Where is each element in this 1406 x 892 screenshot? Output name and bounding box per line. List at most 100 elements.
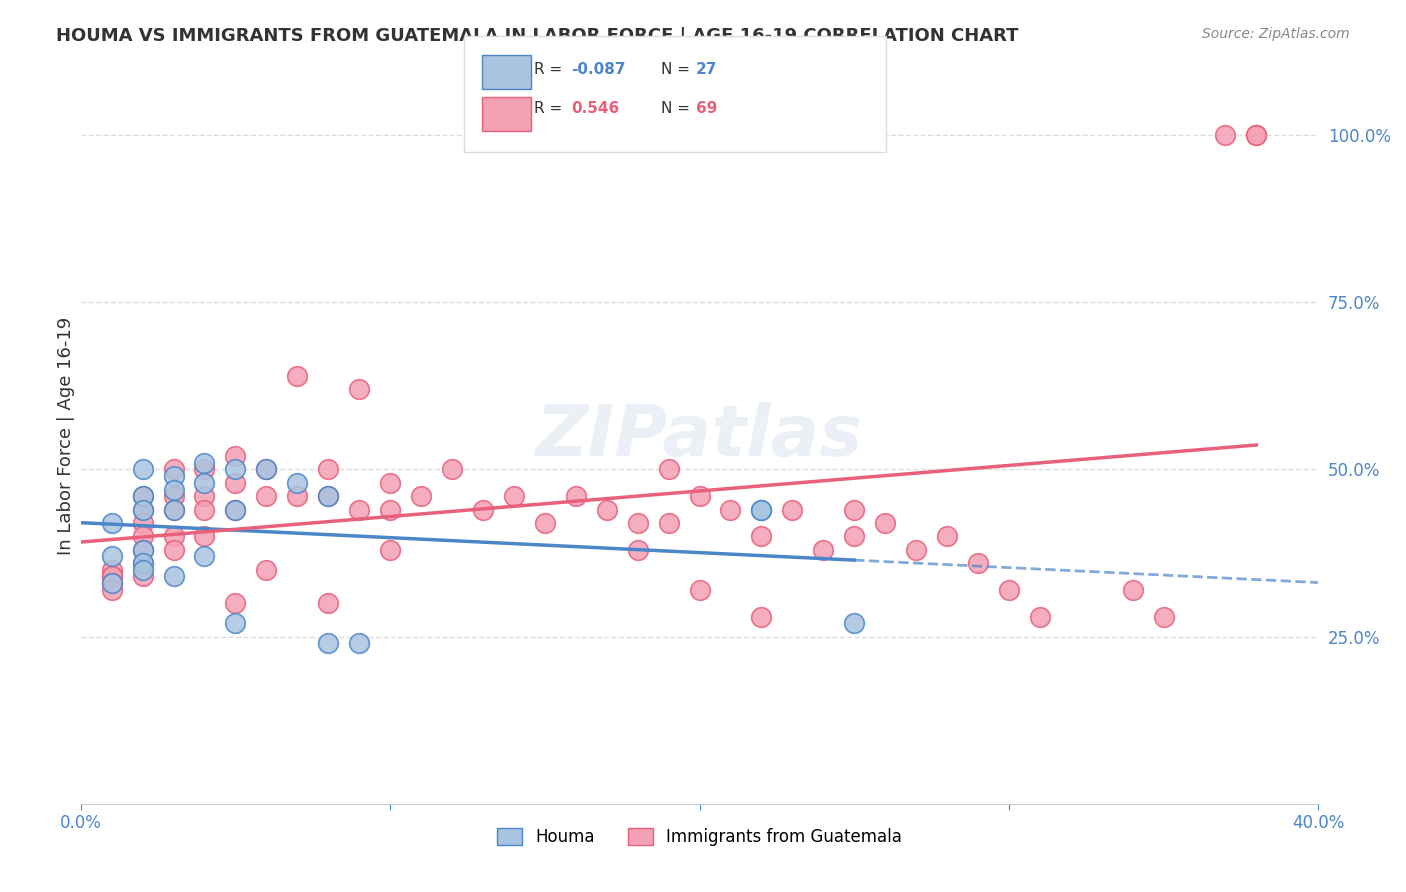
- Point: [658, 462, 681, 476]
- Point: [751, 609, 773, 624]
- Point: [100, 549, 122, 564]
- Point: [502, 489, 524, 503]
- Point: [100, 582, 122, 597]
- Point: [627, 542, 650, 557]
- Point: [100, 569, 122, 583]
- Point: [1122, 582, 1144, 597]
- Point: [316, 462, 339, 476]
- Point: [193, 529, 215, 543]
- Point: [162, 529, 184, 543]
- Point: [162, 502, 184, 516]
- Point: [193, 549, 215, 564]
- Text: Source: ZipAtlas.com: Source: ZipAtlas.com: [1202, 27, 1350, 41]
- Point: [751, 502, 773, 516]
- Point: [193, 475, 215, 490]
- Point: [193, 502, 215, 516]
- Point: [1246, 128, 1268, 143]
- Point: [224, 502, 246, 516]
- Point: [316, 489, 339, 503]
- Point: [316, 596, 339, 610]
- Point: [193, 462, 215, 476]
- Point: [596, 502, 619, 516]
- Point: [100, 569, 122, 583]
- Point: [100, 516, 122, 530]
- Point: [627, 516, 650, 530]
- Point: [131, 489, 153, 503]
- Point: [162, 483, 184, 497]
- Point: [347, 502, 370, 516]
- Point: [131, 556, 153, 570]
- Text: HOUMA VS IMMIGRANTS FROM GUATEMALA IN LABOR FORCE | AGE 16-19 CORRELATION CHART: HOUMA VS IMMIGRANTS FROM GUATEMALA IN LA…: [56, 27, 1019, 45]
- Text: N =: N =: [661, 62, 695, 77]
- Point: [689, 489, 711, 503]
- Point: [347, 636, 370, 650]
- Y-axis label: In Labor Force | Age 16-19: In Labor Force | Age 16-19: [58, 317, 75, 555]
- Point: [689, 582, 711, 597]
- Point: [471, 502, 494, 516]
- Point: [1246, 128, 1268, 143]
- Point: [533, 516, 555, 530]
- Legend: Houma, Immigrants from Guatemala: Houma, Immigrants from Guatemala: [488, 819, 911, 855]
- Point: [813, 542, 835, 557]
- Point: [285, 475, 308, 490]
- Point: [131, 502, 153, 516]
- Point: [875, 516, 897, 530]
- Point: [998, 582, 1021, 597]
- Point: [162, 469, 184, 483]
- Point: [316, 636, 339, 650]
- Point: [564, 489, 586, 503]
- Point: [378, 542, 401, 557]
- Point: [131, 489, 153, 503]
- Point: [131, 516, 153, 530]
- Point: [131, 502, 153, 516]
- Point: [162, 462, 184, 476]
- Point: [254, 563, 277, 577]
- Point: [131, 563, 153, 577]
- Point: [254, 489, 277, 503]
- Point: [936, 529, 959, 543]
- Point: [1153, 609, 1175, 624]
- Text: R =: R =: [534, 62, 568, 77]
- Point: [347, 382, 370, 396]
- Point: [131, 556, 153, 570]
- Point: [224, 449, 246, 463]
- Point: [224, 616, 246, 631]
- Point: [378, 475, 401, 490]
- Point: [844, 616, 866, 631]
- Point: [967, 556, 990, 570]
- Point: [782, 502, 804, 516]
- Point: [162, 569, 184, 583]
- Point: [1029, 609, 1052, 624]
- Point: [658, 516, 681, 530]
- Point: [162, 542, 184, 557]
- Point: [409, 489, 432, 503]
- Point: [162, 502, 184, 516]
- Text: 27: 27: [696, 62, 717, 77]
- Point: [162, 489, 184, 503]
- Point: [131, 569, 153, 583]
- Point: [131, 529, 153, 543]
- Point: [751, 502, 773, 516]
- Point: [440, 462, 463, 476]
- Point: [224, 502, 246, 516]
- Point: [131, 462, 153, 476]
- Point: [844, 529, 866, 543]
- Text: -0.087: -0.087: [571, 62, 626, 77]
- Point: [285, 368, 308, 383]
- Text: R =: R =: [534, 102, 572, 116]
- Text: 0.546: 0.546: [571, 102, 619, 116]
- Point: [131, 542, 153, 557]
- Point: [844, 502, 866, 516]
- Text: 69: 69: [696, 102, 717, 116]
- Point: [905, 542, 928, 557]
- Point: [131, 542, 153, 557]
- Point: [1215, 128, 1237, 143]
- Point: [751, 529, 773, 543]
- Point: [224, 475, 246, 490]
- Point: [720, 502, 742, 516]
- Text: ZIPatlas: ZIPatlas: [536, 401, 863, 471]
- Point: [193, 456, 215, 470]
- Point: [100, 576, 122, 591]
- Point: [254, 462, 277, 476]
- Point: [224, 462, 246, 476]
